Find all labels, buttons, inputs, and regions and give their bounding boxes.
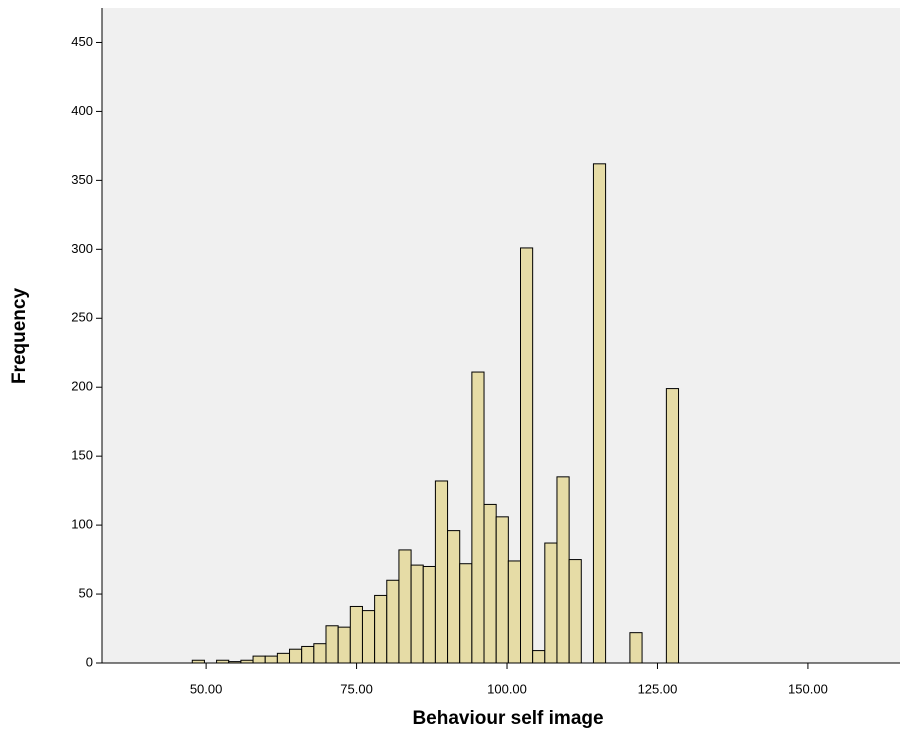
- y-tick-label: 0: [86, 654, 93, 669]
- bar: [410, 564, 424, 664]
- bar: [191, 659, 205, 664]
- bar: [447, 530, 461, 664]
- y-tick-label: 450: [71, 34, 93, 49]
- y-tick-label: 300: [71, 241, 93, 256]
- bar: [349, 605, 363, 664]
- bar: [665, 388, 680, 664]
- bar: [228, 661, 242, 664]
- bar: [264, 655, 278, 664]
- bar: [568, 559, 582, 664]
- y-axis-title: Frequency: [9, 288, 30, 385]
- bar: [495, 516, 509, 664]
- y-tick-label: 400: [71, 103, 93, 118]
- y-tick-label: 50: [79, 585, 93, 600]
- bar: [216, 659, 230, 664]
- bar: [544, 542, 558, 664]
- x-tick-label: 125.00: [638, 681, 678, 696]
- bar: [471, 371, 485, 664]
- bar: [325, 625, 339, 664]
- bar: [301, 645, 315, 664]
- y-tick-label: 350: [71, 172, 93, 187]
- bar: [507, 560, 521, 664]
- bar: [459, 563, 473, 664]
- bar: [386, 579, 400, 664]
- bar: [519, 247, 534, 664]
- bar: [629, 632, 643, 664]
- bar: [483, 503, 497, 664]
- bar: [434, 480, 449, 664]
- bar: [592, 163, 607, 664]
- bar: [422, 565, 436, 664]
- y-tick-label: 200: [71, 379, 93, 394]
- x-tick-label: 100.00: [487, 681, 527, 696]
- bar: [398, 549, 412, 664]
- bar: [276, 652, 291, 664]
- bar: [313, 643, 327, 664]
- x-tick-label: 150.00: [788, 681, 828, 696]
- bar: [374, 594, 388, 664]
- bar: [289, 648, 303, 664]
- y-tick-label: 100: [71, 517, 93, 532]
- y-tick-label: 150: [71, 448, 93, 463]
- x-tick-label: 50.00: [190, 681, 223, 696]
- x-axis-title: Behaviour self image: [412, 708, 603, 729]
- bar: [337, 626, 351, 664]
- bar: [252, 655, 266, 664]
- bar: [532, 650, 546, 664]
- y-tick-label: 250: [71, 310, 93, 325]
- x-tick-label: 75.00: [340, 681, 373, 696]
- bar: [240, 659, 254, 664]
- bar: [361, 610, 376, 664]
- bar: [556, 476, 570, 664]
